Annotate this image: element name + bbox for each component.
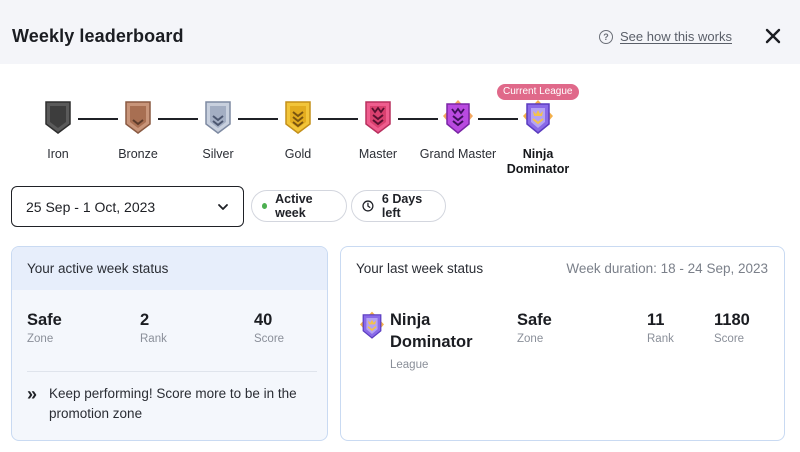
rank-label: Rank <box>140 333 167 345</box>
league-label: Master <box>358 147 398 161</box>
week-duration: Week duration: 18 - 24 Sep, 2023 <box>566 261 768 276</box>
last-rank-stat: 11 Rank <box>647 311 674 345</box>
last-zone-value: Safe <box>517 311 552 329</box>
current-league-pill: Current League <box>497 84 579 100</box>
league-master: Master <box>338 100 418 162</box>
iron-shield-icon <box>45 101 71 134</box>
last-rank-label: Rank <box>647 333 674 345</box>
help-link-label: See how this works <box>620 29 732 44</box>
last-zone-stat: Safe Zone <box>517 311 552 345</box>
bronze-shield-icon <box>125 101 151 134</box>
league-label: Bronze <box>118 147 158 161</box>
clock-icon <box>362 200 374 212</box>
zone-label: Zone <box>27 333 54 345</box>
last-score-stat: 1180 Score <box>714 311 750 345</box>
week-select-dropdown[interactable]: 25 Sep - 1 Oct, 2023 <box>11 186 244 227</box>
active-week-card: Your active week status Safe Zone 2 Rank… <box>11 246 328 441</box>
rank-value: 2 <box>140 311 150 329</box>
help-link[interactable]: ? See how this works <box>599 29 732 44</box>
ninja-dominator-shield-icon <box>360 311 384 339</box>
league-label: Gold <box>284 147 312 161</box>
last-league-name: Ninja Dominator <box>390 311 473 351</box>
league-connector <box>398 118 438 120</box>
league-label: Silver <box>202 147 234 161</box>
gold-shield-icon <box>285 101 311 134</box>
league-progression: Current League Iron Bronze Silver <box>0 84 800 184</box>
last-zone-label: Zone <box>517 333 544 345</box>
close-icon[interactable] <box>764 27 782 45</box>
last-score-value: 1180 <box>714 311 750 329</box>
league-bronze: Bronze <box>98 100 178 162</box>
league-label: Grand Master <box>419 147 497 161</box>
score-stat: 40 Score <box>254 311 284 345</box>
league-ninja-dominator: Ninja Dominator <box>498 100 578 177</box>
league-grand-master: Grand Master <box>418 100 498 162</box>
status-dot-icon <box>262 203 268 209</box>
promotion-tip: » Keep performing! Score more to be in t… <box>27 371 317 424</box>
double-chevron-right-icon: » <box>27 384 38 404</box>
league-connector <box>238 118 278 120</box>
zone-value: Safe <box>27 311 62 329</box>
league-label: Ninja Dominator <box>506 147 570 176</box>
rank-stat: 2 Rank <box>140 311 167 345</box>
last-rank-value: 11 <box>647 311 665 329</box>
league-gold: Gold <box>258 100 338 162</box>
active-week-label: Active week <box>275 192 313 220</box>
last-week-card-header: Your last week status Week duration: 18 … <box>341 247 784 290</box>
page-title: Weekly leaderboard <box>12 26 184 46</box>
league-iron: Iron <box>18 100 98 162</box>
last-league-label: League <box>390 359 429 371</box>
question-circle-icon: ? <box>599 29 613 44</box>
league-silver: Silver <box>178 100 258 162</box>
master-shield-icon <box>365 101 391 134</box>
promotion-tip-text: Keep performing! Score more to be in the… <box>49 386 297 421</box>
days-left-chip: 6 Days left <box>351 190 446 222</box>
league-connector <box>158 118 198 120</box>
last-week-card: Your last week status Week duration: 18 … <box>340 246 785 441</box>
league-connector <box>478 118 518 120</box>
ninja-dominator-shield-icon <box>523 100 553 134</box>
zone-stat: Safe Zone <box>27 311 62 345</box>
header-bar: Weekly leaderboard ? See how this works <box>0 0 800 64</box>
last-week-card-title: Your last week status <box>356 261 484 276</box>
active-week-chip: Active week <box>251 190 347 222</box>
last-league: Ninja Dominator League <box>360 309 486 371</box>
score-label: Score <box>254 333 285 345</box>
score-value: 40 <box>254 311 273 329</box>
silver-shield-icon <box>205 101 231 134</box>
grand-master-shield-icon <box>443 100 473 134</box>
chevron-down-icon <box>218 203 228 210</box>
league-label: Iron <box>47 147 69 161</box>
league-connector <box>318 118 358 120</box>
week-select-value: 25 Sep - 1 Oct, 2023 <box>26 198 156 215</box>
last-score-label: Score <box>714 333 745 345</box>
days-left-label: 6 Days left <box>381 192 423 220</box>
league-connector <box>78 118 118 120</box>
active-week-card-title: Your active week status <box>12 247 327 290</box>
